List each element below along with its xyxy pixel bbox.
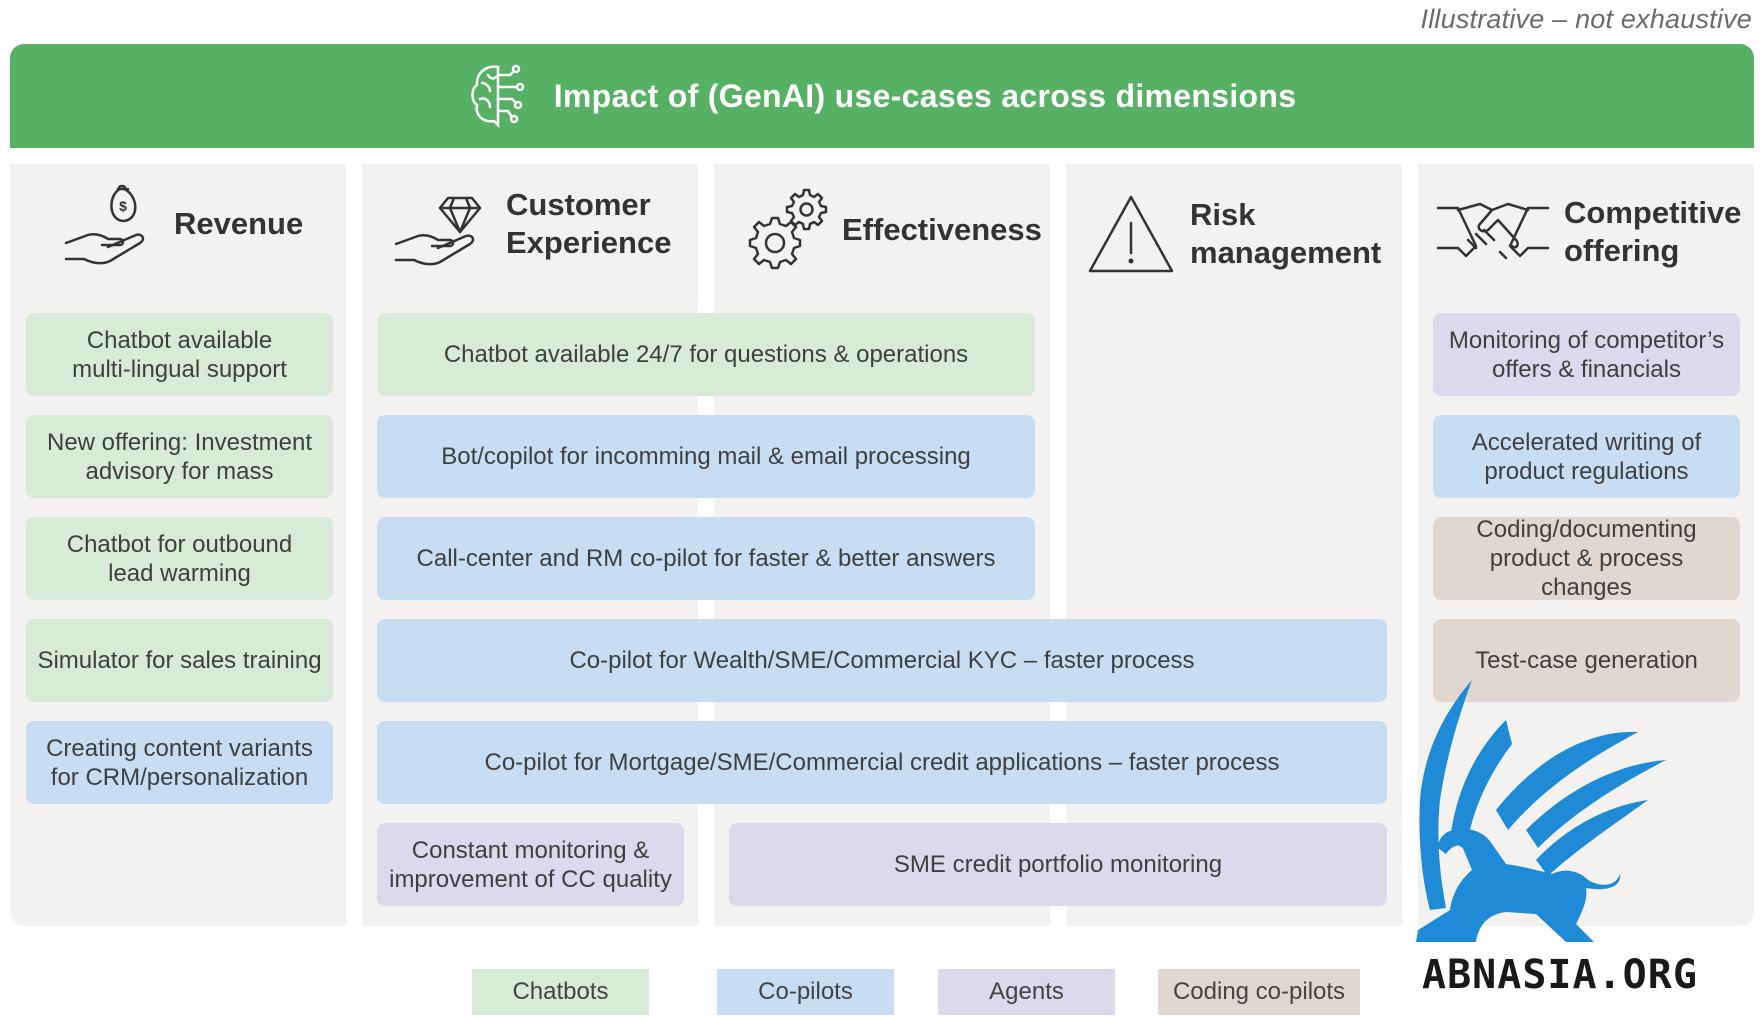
- card-sales-simulator: Simulator for sales training: [26, 619, 333, 702]
- banner-title: Impact of (GenAI) use-cases across dimen…: [553, 77, 1297, 114]
- diamond-hand-icon: [394, 196, 482, 266]
- legend-agents: Agents: [938, 969, 1115, 1015]
- brain-circuit-icon: [470, 64, 524, 129]
- header-customer-experience-title: Customer Experience: [506, 187, 672, 260]
- header-customer-experience: Customer Experience: [392, 178, 671, 270]
- watermark-text: ABNASIA.ORG: [1422, 952, 1698, 998]
- card-mail-processing: Bot/copilot for incomming mail & email p…: [377, 415, 1035, 498]
- card-call-center-copilot: Call-center and RM co-pilot for faster &…: [377, 517, 1035, 600]
- header-revenue: $ Revenue: [62, 178, 303, 270]
- card-chatbot-multilingual: Chatbot available multi-lingual support: [26, 313, 333, 396]
- gears-icon: [748, 188, 828, 270]
- svg-text:$: $: [119, 198, 127, 214]
- card-outbound-lead-warming: Chatbot for outbound lead warming: [26, 517, 333, 600]
- header-risk-management-title: Risk management: [1190, 197, 1382, 270]
- card-credit-applications-copilot: Co-pilot for Mortgage/SME/Commercial cre…: [377, 721, 1387, 804]
- legend-copilots: Co-pilots: [717, 969, 894, 1015]
- money-bag-hand-icon: $: [64, 184, 145, 265]
- header-risk-management: Risk management: [1086, 188, 1381, 280]
- card-kyc-copilot: Co-pilot for Wealth/SME/Commercial KYC –…: [377, 619, 1387, 702]
- handshake-icon: [1436, 202, 1550, 260]
- card-content-variants: Creating content variants for CRM/person…: [26, 721, 333, 804]
- header-competitive-offering: Competitive offering: [1436, 186, 1741, 278]
- header-revenue-title: Revenue: [174, 206, 304, 241]
- card-sme-portfolio-monitoring: SME credit portfolio monitoring: [729, 823, 1387, 906]
- card-cc-quality-monitoring: Constant monitoring & improvement of CC …: [377, 823, 684, 906]
- title-banner: Impact of (GenAI) use-cases across dimen…: [10, 44, 1754, 148]
- card-coding-documenting: Coding/documenting product & process cha…: [1433, 516, 1740, 601]
- header-competitive-offering-title: Competitive offering: [1564, 195, 1742, 268]
- legend-chatbots: Chatbots: [472, 969, 649, 1015]
- illustrative-note: Illustrative – not exhaustive: [1420, 4, 1752, 34]
- card-investment-advisory: New offering: Investment advisory for ma…: [26, 415, 333, 498]
- griffin-logo: [1416, 680, 1666, 942]
- warning-triangle-icon: [1088, 195, 1174, 273]
- card-chatbot-24-7: Chatbot available 24/7 for questions & o…: [377, 313, 1035, 396]
- card-product-regulations: Accelerated writing of product regulatio…: [1433, 415, 1740, 498]
- legend-coding-copilots: Coding co-pilots: [1158, 969, 1360, 1015]
- card-test-case-generation: Test-case generation: [1433, 619, 1740, 702]
- header-effectiveness-title: Effectiveness: [842, 212, 1042, 247]
- card-competitor-monitoring: Monitoring of competitor’s offers & fina…: [1433, 313, 1740, 396]
- header-effectiveness: Effectiveness: [742, 184, 1042, 276]
